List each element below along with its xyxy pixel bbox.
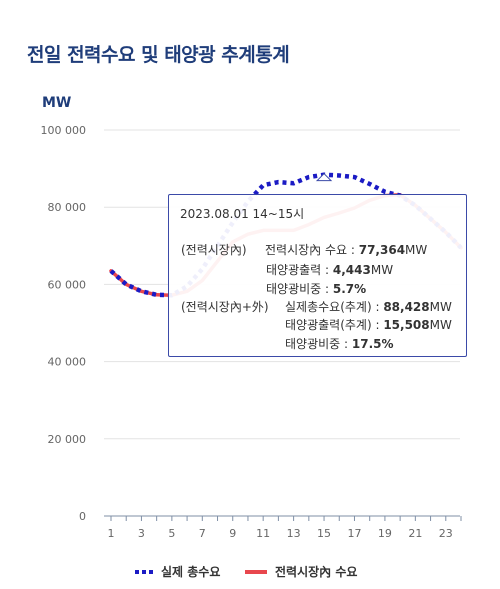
legend-item-total-demand[interactable]: 실제 총수요	[135, 563, 220, 580]
tooltip-market-group-label: (전력시장內)	[181, 243, 247, 257]
x-tick-label: 15	[317, 527, 331, 540]
y-axis-ticks: 0 20 000 40 000 60 000 80 000 100 000	[41, 124, 87, 523]
x-tick-label: 23	[439, 527, 453, 540]
tooltip-total-group-label: (전력시장內+外)	[181, 300, 269, 314]
tooltip-caret	[315, 172, 333, 182]
y-tick-label: 100 000	[41, 124, 87, 137]
solid-line-swatch	[245, 569, 267, 574]
x-tick-label: 17	[347, 527, 361, 540]
tooltip-market-solar: 태양광출력 : 4,443MW	[266, 263, 394, 277]
x-tick-label: 19	[378, 527, 392, 540]
hover-tooltip: 2023.08.01 14~15시 (전력시장內) 전력시장內 수요 : 77,…	[168, 194, 467, 357]
x-tick-label: 9	[229, 527, 236, 540]
x-tick-label: 1	[108, 527, 115, 540]
y-axis-unit: MW	[42, 95, 72, 111]
tooltip-market-ratio: 태양광비중 : 5.7%	[266, 282, 367, 296]
y-tick-label: 40 000	[48, 356, 87, 369]
tooltip-total-demand: 실제총수요(추계) : 88,428MW	[285, 300, 452, 314]
legend-label-market-demand: 전력시장內 수요	[275, 565, 358, 579]
x-tick-label: 13	[287, 527, 301, 540]
y-tick-label: 60 000	[48, 278, 87, 291]
x-tick-label: 11	[256, 527, 270, 540]
x-tick-label: 5	[168, 527, 175, 540]
tooltip-market-demand: 전력시장內 수요 : 77,364MW	[265, 243, 428, 257]
y-tick-label: 20 000	[48, 433, 87, 446]
tooltip-total-ratio: 태양광비중 : 17.5%	[285, 337, 394, 351]
x-axis: 1 3 5 7 9 11 13 15 17 19 21 23	[104, 515, 462, 540]
legend-label-total-demand: 실제 총수요	[161, 565, 221, 579]
y-tick-label: 0	[79, 510, 86, 523]
y-tick-label: 80 000	[48, 201, 87, 214]
tooltip-total-solar: 태양광출력(추계) : 15,508MW	[285, 318, 452, 332]
x-tick-label: 3	[138, 527, 145, 540]
chart-legend: 실제 총수요 전력시장內 수요	[0, 563, 500, 583]
legend-item-market-demand[interactable]: 전력시장內 수요	[245, 563, 357, 580]
x-tick-label: 7	[199, 527, 206, 540]
chart-title: 전일 전력수요 및 태양광 추계통계	[27, 44, 290, 66]
x-tick-label: 21	[408, 527, 422, 540]
tooltip-time: 2023.08.01 14~15시	[180, 207, 305, 221]
dotted-line-swatch	[135, 569, 153, 574]
